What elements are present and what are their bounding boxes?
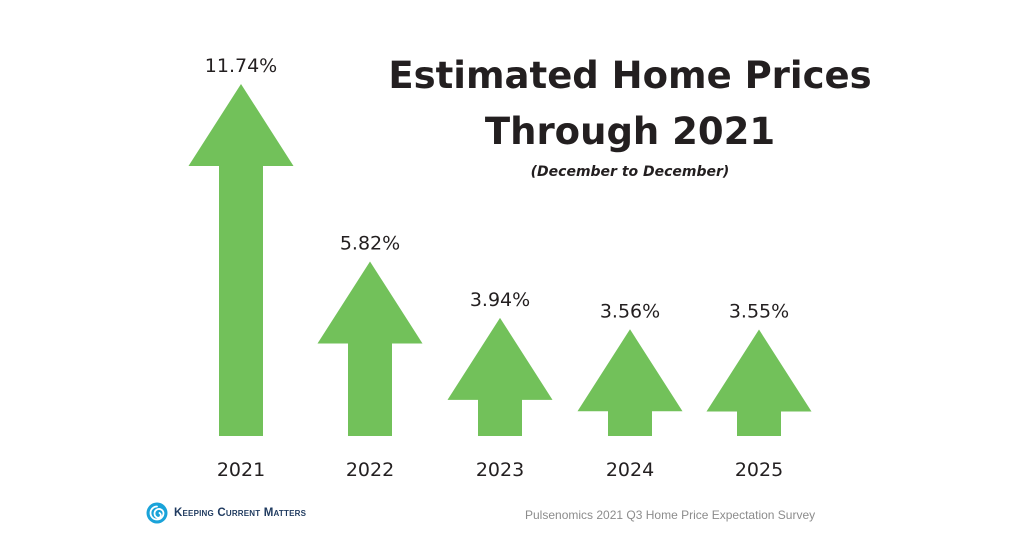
value-label-2024: 3.56% — [600, 300, 660, 322]
x-tick-label-2022: 2022 — [346, 459, 394, 481]
chart-title-line-2: Through 2021 — [484, 110, 776, 153]
value-label-2023: 3.94% — [470, 289, 530, 311]
arrow-bar-2023 — [447, 317, 553, 436]
arrow-bar-2022 — [317, 261, 423, 436]
x-tick-label-2025: 2025 — [735, 459, 783, 481]
swirl-logo-icon — [146, 502, 168, 524]
chart-title-line-1: Estimated Home Prices — [388, 54, 872, 97]
chart-title: Estimated Home Prices Through 2021 — [360, 48, 900, 160]
source-note: Pulsenomics 2021 Q3 Home Price Expectati… — [525, 508, 816, 522]
value-label-2021: 11.74% — [205, 55, 277, 77]
x-tick-label-2021: 2021 — [217, 459, 265, 481]
arrow-bar-2024 — [577, 329, 683, 436]
arrow-bar-2021 — [188, 84, 294, 436]
x-tick-label-2023: 2023 — [476, 459, 524, 481]
brand-name: Keeping Current Matters — [174, 507, 307, 519]
arrow-bar-2025 — [706, 329, 812, 436]
value-label-2022: 5.82% — [340, 232, 400, 254]
brand-logo: Keeping Current Matters — [146, 502, 306, 524]
chart-subtitle: (December to December) — [530, 164, 730, 180]
value-label-2025: 3.55% — [729, 301, 789, 323]
x-tick-label-2024: 2024 — [606, 459, 654, 481]
